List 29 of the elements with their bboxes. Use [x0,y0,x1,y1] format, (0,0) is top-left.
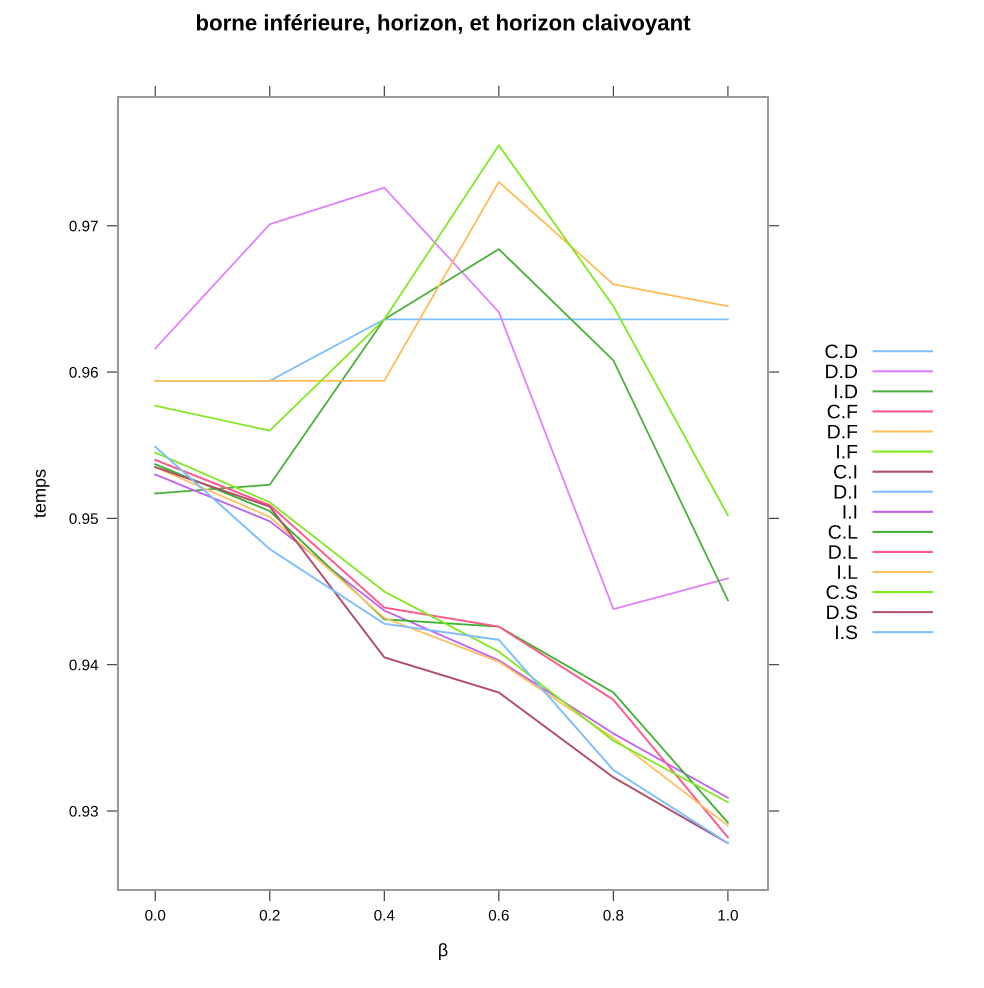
legend-label: C.D [825,344,858,358]
y-tick-label: 0.94 [69,660,98,670]
x-tick-label: 0.8 [603,910,624,921]
legend-label: I.D [834,384,858,398]
legend-label: I.I [844,505,856,519]
y-tick-label: 0.93 [69,806,98,817]
y-axis-title: temps [34,470,50,518]
x-tick-label: 0.2 [260,910,280,921]
y-tick-label: 0.96 [69,366,98,378]
chart-title: borne inférieure, horizon, et horizon claivoyant [196,14,690,35]
legend-label: D.I [834,485,856,499]
legend-label: C.F [828,404,858,418]
legend-label: D.S [827,605,858,620]
y-tick-label: 0.97 [69,220,98,232]
legend-label: I.L [838,565,858,579]
x-tick-label: 0.6 [488,910,509,921]
x-tick-label: 1.0 [718,910,738,921]
y-tick-label: 0.95 [69,513,98,524]
legend-label: C.L [828,525,858,539]
legend-label: D.L [829,545,858,559]
x-tick-label: 0.0 [145,910,166,921]
x-axis-title: β [439,943,448,960]
legend-label: I.S [836,625,858,640]
legend-label: C.S [826,585,858,600]
legend-label: D.F [828,424,858,438]
legend-label: D.D [826,364,858,378]
legend-label: I.F [837,445,858,458]
x-tick-label: 0.4 [374,910,394,921]
legend-label: C.I [834,464,856,479]
